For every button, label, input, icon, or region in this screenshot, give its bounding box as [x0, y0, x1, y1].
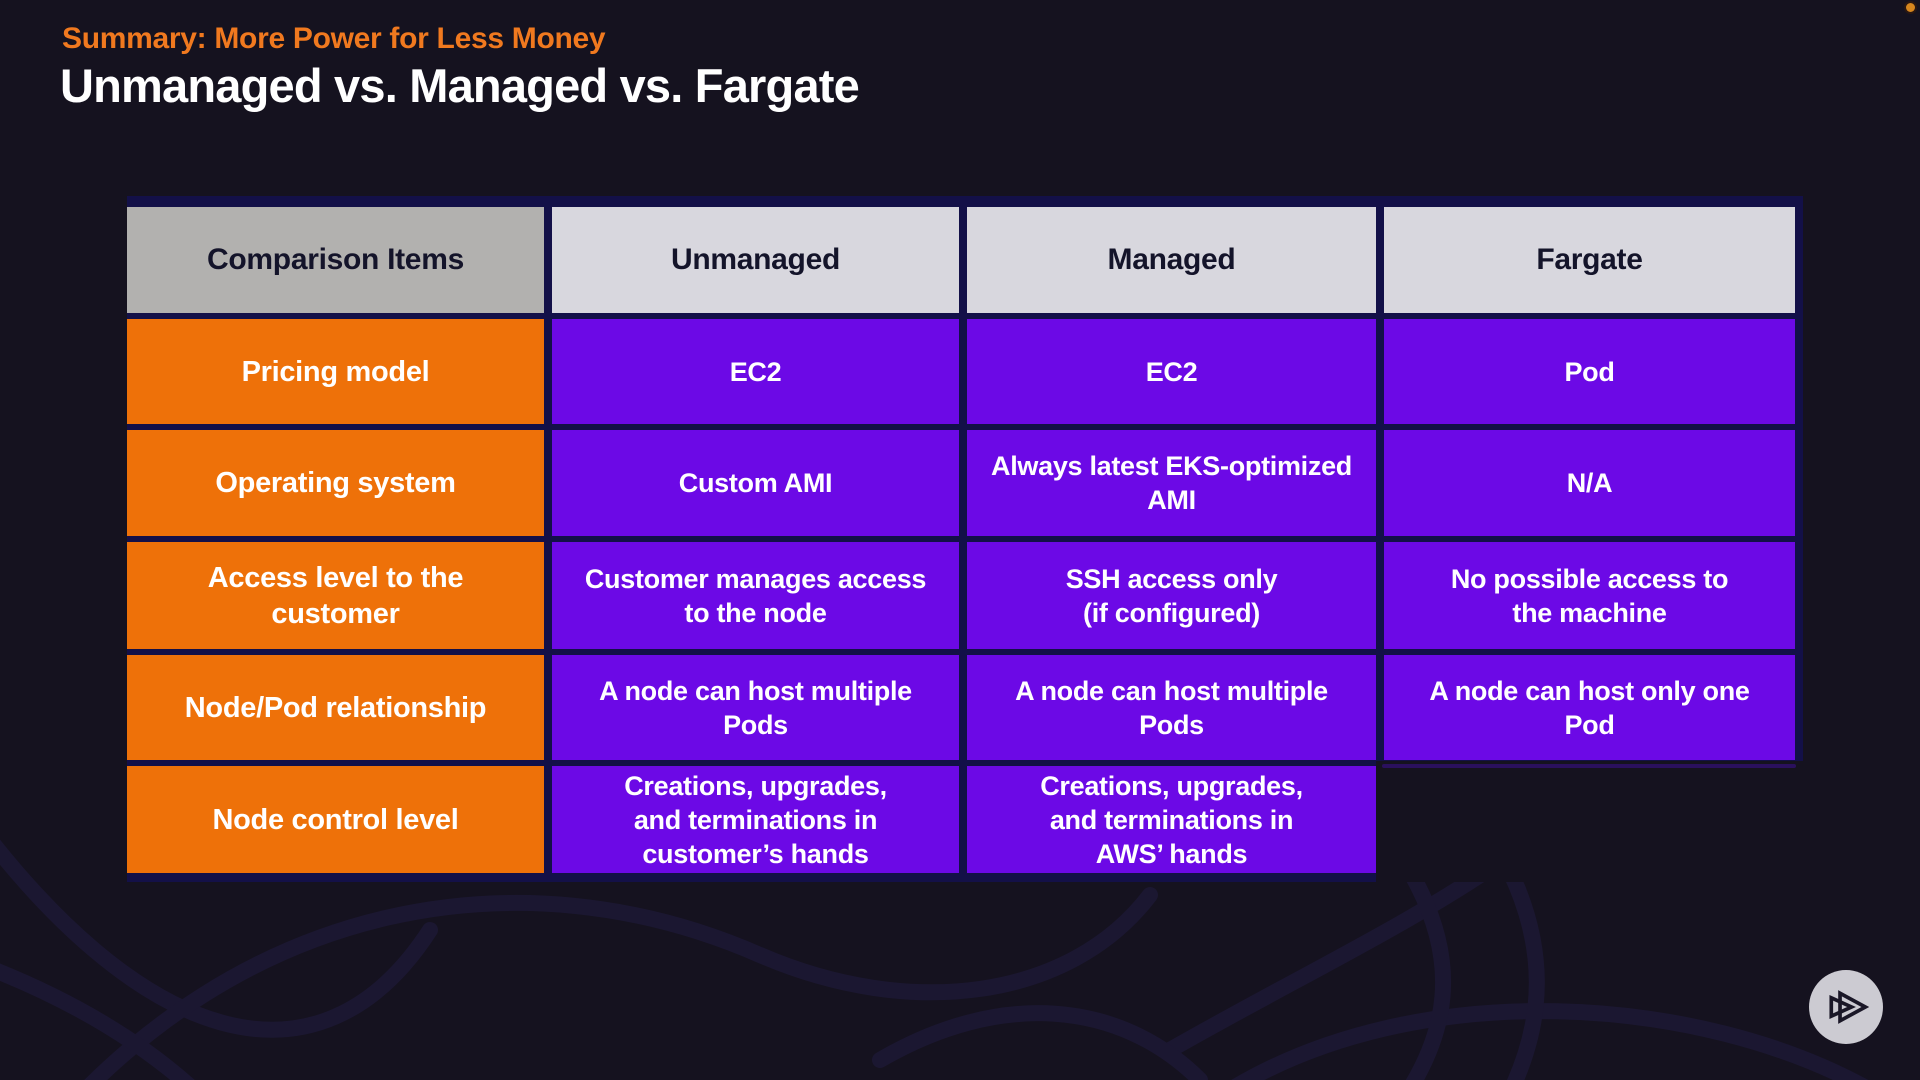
pluralsight-logo	[1809, 970, 1883, 1044]
cell-control-managed: Creations, upgrades, and terminations in…	[967, 766, 1376, 873]
header-cell-managed: Managed	[967, 207, 1376, 313]
row-label-access-level: Access level to the customer	[127, 542, 544, 649]
frame-background-patch	[1376, 761, 1803, 882]
header-cell-comparison-items: Comparison Items	[127, 207, 544, 313]
cell-access-unmanaged: Customer manages access to the node	[552, 542, 959, 649]
cell-os-unmanaged: Custom AMI	[552, 430, 959, 536]
cell-control-unmanaged: Creations, upgrades, and terminations in…	[552, 766, 959, 873]
cell-os-fargate: N/A	[1384, 430, 1795, 536]
slide-kicker: Summary: More Power for Less Money	[62, 22, 606, 55]
cell-nodepod-unmanaged: A node can host multiple Pods	[552, 655, 959, 760]
page-title: Unmanaged vs. Managed vs. Fargate	[60, 59, 860, 112]
pluralsight-play-icon	[1829, 990, 1869, 1024]
cell-access-managed: SSH access only (if configured)	[967, 542, 1376, 649]
fargate-column-underline	[1382, 764, 1796, 768]
row-label-node-control-level: Node control level	[127, 766, 544, 873]
cell-pricing-unmanaged: EC2	[552, 319, 959, 424]
header-cell-unmanaged: Unmanaged	[552, 207, 959, 313]
header-cell-fargate: Fargate	[1384, 207, 1795, 313]
recording-indicator-dot	[1906, 3, 1915, 12]
row-label-pricing-model: Pricing model	[127, 319, 544, 424]
cell-control-fargate-empty	[1384, 766, 1795, 873]
cell-access-fargate: No possible access to the machine	[1384, 542, 1795, 649]
row-label-node-pod-relationship: Node/Pod relationship	[127, 655, 544, 760]
comparison-table: Comparison Items Unmanaged Managed Farga…	[127, 207, 1795, 873]
cell-nodepod-managed: A node can host multiple Pods	[967, 655, 1376, 760]
cell-os-managed: Always latest EKS-optimized AMI	[967, 430, 1376, 536]
cell-pricing-fargate: Pod	[1384, 319, 1795, 424]
cell-pricing-managed: EC2	[967, 319, 1376, 424]
cell-nodepod-fargate: A node can host only one Pod	[1384, 655, 1795, 760]
row-label-operating-system: Operating system	[127, 430, 544, 536]
